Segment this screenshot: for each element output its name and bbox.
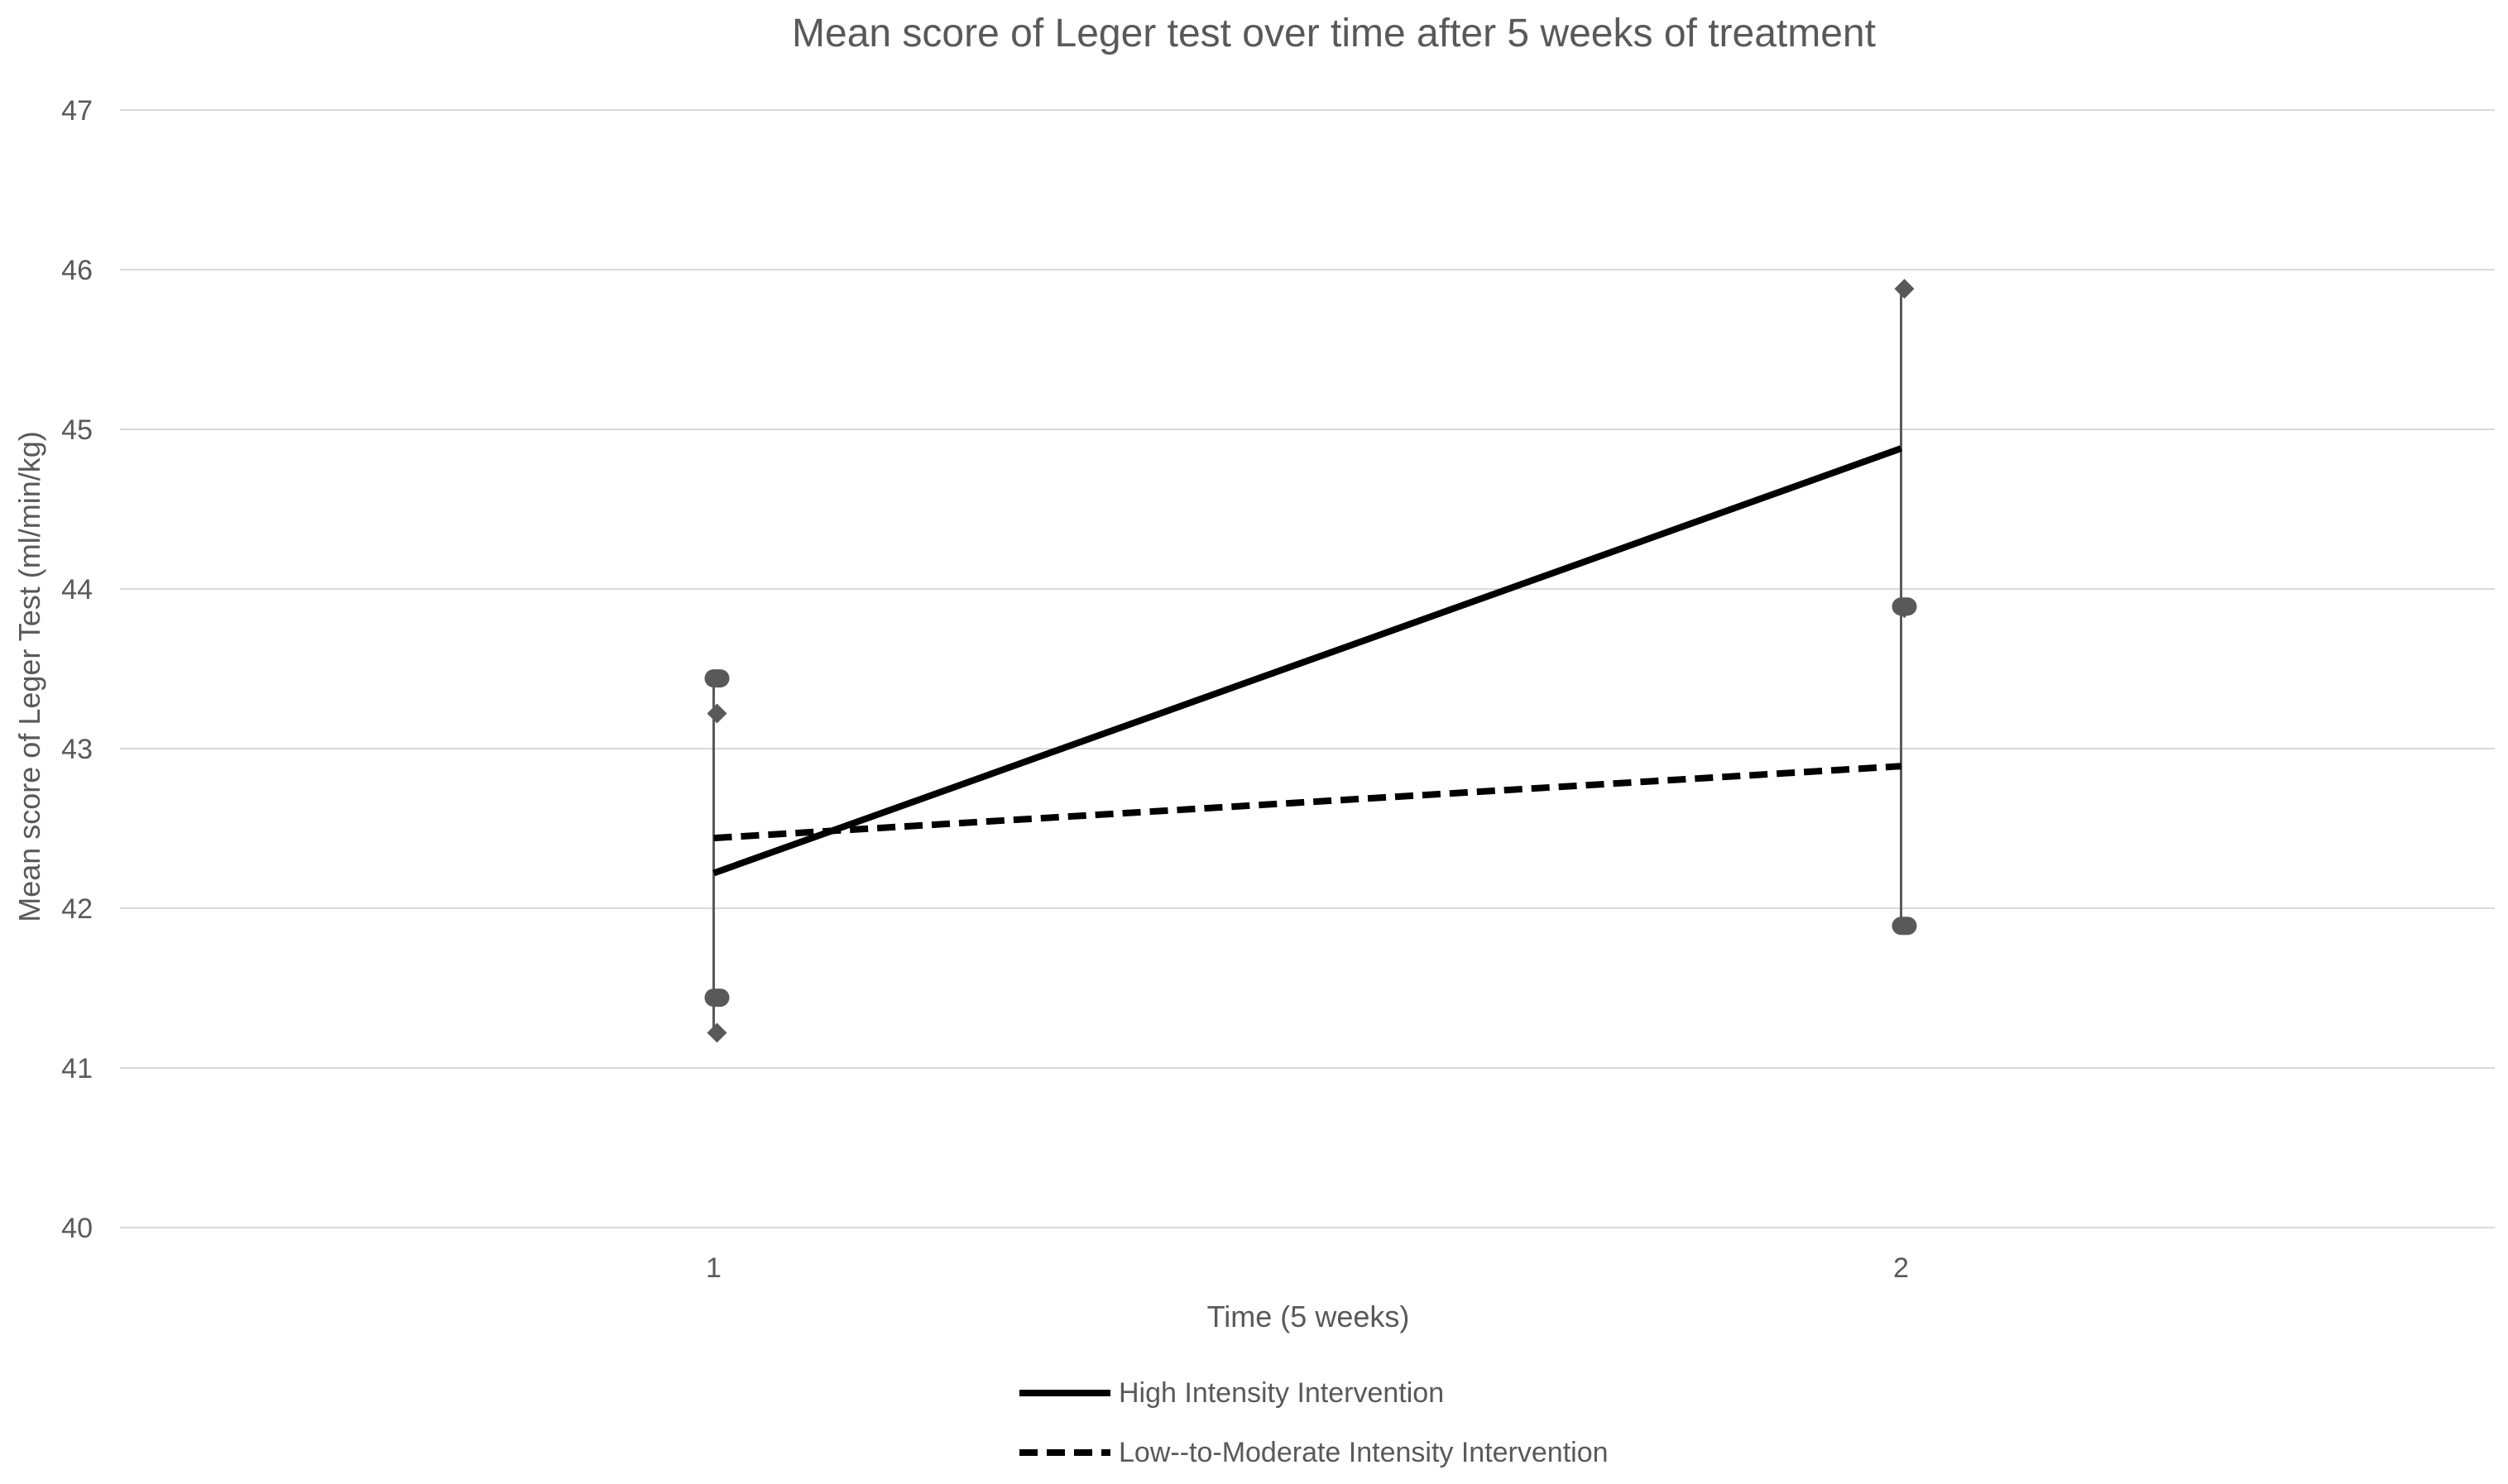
y-tick-label: 45 (61, 414, 93, 446)
y-axis-label: Mean score of Leger Test (ml/min/kg) (12, 431, 46, 922)
error-bar-high-marker (1894, 279, 1915, 299)
error-bar-high-marker (1892, 597, 1917, 616)
error-bar-low-marker (704, 989, 730, 1008)
y-tick-label: 43 (61, 734, 93, 765)
error-bar-high-marker (704, 669, 730, 688)
y-axis-tick-labels: 40 41 42 43 44 45 46 47 (61, 95, 93, 1244)
x-tick-label: 2 (1893, 1252, 1909, 1284)
y-tick-label: 47 (61, 95, 93, 127)
y-tick-label: 40 (61, 1213, 93, 1244)
x-tick-label: 1 (706, 1252, 722, 1284)
y-tick-label: 46 (61, 255, 93, 286)
y-tick-label: 41 (61, 1053, 93, 1084)
y-tick-label: 44 (61, 574, 93, 606)
series-lines (712, 445, 1902, 877)
series-line (712, 445, 1902, 877)
y-tick-label: 42 (61, 893, 93, 925)
series-line (713, 763, 1901, 842)
error-bar-low-marker (1892, 917, 1917, 936)
chart-title: Mean score of Leger test over time after… (792, 12, 1876, 55)
error-bar-low-marker (707, 1022, 727, 1043)
legend-label: High Intensity Intervention (1119, 1377, 1444, 1409)
gridlines (120, 109, 2495, 1228)
legend: High Intensity Intervention Low--to-Moder… (1019, 1377, 1609, 1468)
x-axis-label: Time (5 weeks) (1207, 1300, 1410, 1333)
error-bar-high-marker (707, 703, 727, 724)
legend-label: Low--to-Moderate Intensity Intervention (1119, 1437, 1609, 1468)
